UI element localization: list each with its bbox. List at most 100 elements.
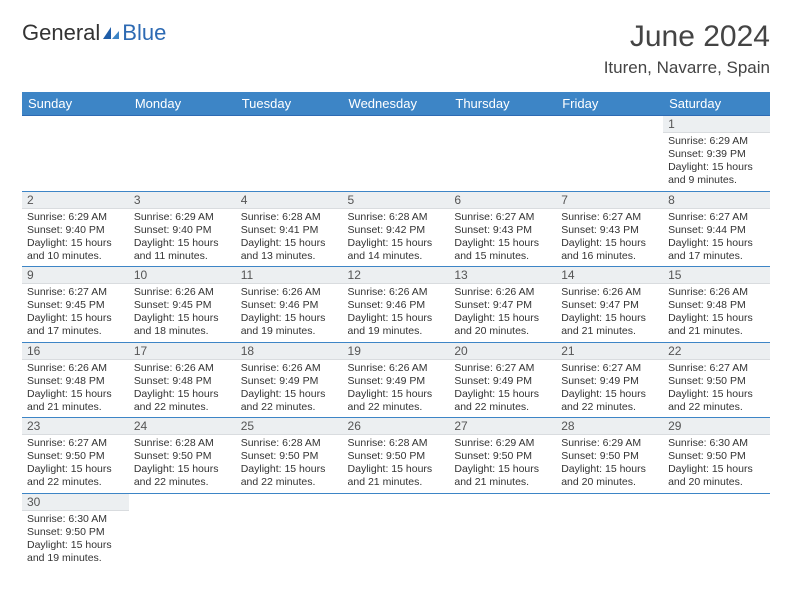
day-info: Sunrise: 6:30 AMSunset: 9:50 PMDaylight:… bbox=[22, 511, 129, 569]
day-info-line: Daylight: 15 hours bbox=[27, 237, 124, 250]
calendar-cell: 28Sunrise: 6:29 AMSunset: 9:50 PMDayligh… bbox=[556, 418, 663, 494]
day-info: Sunrise: 6:28 AMSunset: 9:42 PMDaylight:… bbox=[343, 209, 450, 267]
day-info: Sunrise: 6:29 AMSunset: 9:50 PMDaylight:… bbox=[449, 435, 556, 493]
day-number: 4 bbox=[236, 192, 343, 209]
day-info-line: and 22 minutes. bbox=[241, 401, 338, 414]
day-number: 11 bbox=[236, 267, 343, 284]
day-number: 3 bbox=[129, 192, 236, 209]
day-info-line: and 19 minutes. bbox=[348, 325, 445, 338]
day-number: 9 bbox=[22, 267, 129, 284]
day-number: 13 bbox=[449, 267, 556, 284]
day-number: 29 bbox=[663, 418, 770, 435]
day-info-line: Daylight: 15 hours bbox=[241, 312, 338, 325]
calendar-cell: 1Sunrise: 6:29 AMSunset: 9:39 PMDaylight… bbox=[663, 116, 770, 192]
day-number: 2 bbox=[22, 192, 129, 209]
day-number: 21 bbox=[556, 343, 663, 360]
day-info-line: Sunrise: 6:28 AM bbox=[134, 437, 231, 450]
day-info-line: and 14 minutes. bbox=[348, 250, 445, 263]
day-number: 28 bbox=[556, 418, 663, 435]
day-info-line: Sunrise: 6:26 AM bbox=[348, 286, 445, 299]
day-info-line: Daylight: 15 hours bbox=[561, 388, 658, 401]
calendar-row: 9Sunrise: 6:27 AMSunset: 9:45 PMDaylight… bbox=[22, 267, 770, 343]
day-info: Sunrise: 6:30 AMSunset: 9:50 PMDaylight:… bbox=[663, 435, 770, 493]
day-info-line: Sunset: 9:42 PM bbox=[348, 224, 445, 237]
day-info-line: Daylight: 15 hours bbox=[668, 388, 765, 401]
day-info-line: Sunrise: 6:26 AM bbox=[27, 362, 124, 375]
day-info-line: Sunset: 9:50 PM bbox=[348, 450, 445, 463]
day-info-line: Sunrise: 6:29 AM bbox=[668, 135, 765, 148]
day-info-line: Daylight: 15 hours bbox=[134, 463, 231, 476]
day-info-line: Sunset: 9:41 PM bbox=[241, 224, 338, 237]
day-info-line: and 21 minutes. bbox=[348, 476, 445, 489]
day-info-line: Daylight: 15 hours bbox=[27, 388, 124, 401]
calendar-cell bbox=[663, 493, 770, 568]
calendar-table: SundayMondayTuesdayWednesdayThursdayFrid… bbox=[22, 92, 770, 568]
day-info-line: Daylight: 15 hours bbox=[27, 539, 124, 552]
day-number: 5 bbox=[343, 192, 450, 209]
day-info-line: Sunrise: 6:27 AM bbox=[561, 211, 658, 224]
calendar-cell: 8Sunrise: 6:27 AMSunset: 9:44 PMDaylight… bbox=[663, 191, 770, 267]
day-info-line: Daylight: 15 hours bbox=[241, 388, 338, 401]
day-info-line: Daylight: 15 hours bbox=[454, 388, 551, 401]
day-info-line: Sunrise: 6:27 AM bbox=[454, 211, 551, 224]
day-info: Sunrise: 6:28 AMSunset: 9:50 PMDaylight:… bbox=[343, 435, 450, 493]
calendar-cell: 7Sunrise: 6:27 AMSunset: 9:43 PMDaylight… bbox=[556, 191, 663, 267]
calendar-cell: 17Sunrise: 6:26 AMSunset: 9:48 PMDayligh… bbox=[129, 342, 236, 418]
day-info-line: Sunrise: 6:30 AM bbox=[27, 513, 124, 526]
day-info-line: Sunrise: 6:29 AM bbox=[561, 437, 658, 450]
day-info: Sunrise: 6:27 AMSunset: 9:43 PMDaylight:… bbox=[449, 209, 556, 267]
day-info-line: and 22 minutes. bbox=[134, 476, 231, 489]
calendar-cell: 11Sunrise: 6:26 AMSunset: 9:46 PMDayligh… bbox=[236, 267, 343, 343]
day-info-line: Sunset: 9:50 PM bbox=[134, 450, 231, 463]
day-info-line: Sunrise: 6:26 AM bbox=[561, 286, 658, 299]
calendar-cell bbox=[129, 116, 236, 192]
calendar-cell: 12Sunrise: 6:26 AMSunset: 9:46 PMDayligh… bbox=[343, 267, 450, 343]
day-number: 14 bbox=[556, 267, 663, 284]
day-number: 26 bbox=[343, 418, 450, 435]
day-info-line: Sunset: 9:48 PM bbox=[27, 375, 124, 388]
calendar-cell: 14Sunrise: 6:26 AMSunset: 9:47 PMDayligh… bbox=[556, 267, 663, 343]
day-info-line: and 19 minutes. bbox=[241, 325, 338, 338]
day-info-line: Daylight: 15 hours bbox=[134, 237, 231, 250]
day-info-line: Sunrise: 6:26 AM bbox=[348, 362, 445, 375]
day-number: 19 bbox=[343, 343, 450, 360]
day-info: Sunrise: 6:26 AMSunset: 9:46 PMDaylight:… bbox=[236, 284, 343, 342]
day-info-line: Sunset: 9:43 PM bbox=[454, 224, 551, 237]
day-info-line: and 18 minutes. bbox=[134, 325, 231, 338]
day-info-line: and 10 minutes. bbox=[27, 250, 124, 263]
calendar-cell bbox=[343, 493, 450, 568]
day-info-line: Daylight: 15 hours bbox=[348, 237, 445, 250]
calendar-row: 23Sunrise: 6:27 AMSunset: 9:50 PMDayligh… bbox=[22, 418, 770, 494]
calendar-row: 1Sunrise: 6:29 AMSunset: 9:39 PMDaylight… bbox=[22, 116, 770, 192]
calendar-cell bbox=[343, 116, 450, 192]
day-number: 16 bbox=[22, 343, 129, 360]
weekday-header: Saturday bbox=[663, 92, 770, 116]
day-number: 24 bbox=[129, 418, 236, 435]
day-info: Sunrise: 6:28 AMSunset: 9:50 PMDaylight:… bbox=[236, 435, 343, 493]
calendar-cell bbox=[236, 493, 343, 568]
day-info: Sunrise: 6:29 AMSunset: 9:40 PMDaylight:… bbox=[22, 209, 129, 267]
day-info-line: Sunrise: 6:27 AM bbox=[454, 362, 551, 375]
calendar-cell bbox=[129, 493, 236, 568]
day-info-line: Sunrise: 6:28 AM bbox=[241, 437, 338, 450]
day-info-line: Sunrise: 6:27 AM bbox=[668, 211, 765, 224]
calendar-cell: 3Sunrise: 6:29 AMSunset: 9:40 PMDaylight… bbox=[129, 191, 236, 267]
day-info-line: Daylight: 15 hours bbox=[561, 463, 658, 476]
calendar-cell bbox=[22, 116, 129, 192]
day-info-line: Sunset: 9:49 PM bbox=[454, 375, 551, 388]
weekday-header: Wednesday bbox=[343, 92, 450, 116]
day-number: 10 bbox=[129, 267, 236, 284]
day-info-line: Sunset: 9:50 PM bbox=[668, 375, 765, 388]
calendar-cell: 15Sunrise: 6:26 AMSunset: 9:48 PMDayligh… bbox=[663, 267, 770, 343]
calendar-cell bbox=[236, 116, 343, 192]
day-info-line: and 20 minutes. bbox=[668, 476, 765, 489]
day-info-line: Sunrise: 6:28 AM bbox=[348, 437, 445, 450]
calendar-cell: 20Sunrise: 6:27 AMSunset: 9:49 PMDayligh… bbox=[449, 342, 556, 418]
weekday-header: Monday bbox=[129, 92, 236, 116]
day-info-line: Sunrise: 6:26 AM bbox=[134, 286, 231, 299]
day-info-line: Daylight: 15 hours bbox=[454, 237, 551, 250]
day-info-line: Sunrise: 6:29 AM bbox=[27, 211, 124, 224]
calendar-cell: 9Sunrise: 6:27 AMSunset: 9:45 PMDaylight… bbox=[22, 267, 129, 343]
day-info-line: Daylight: 15 hours bbox=[561, 237, 658, 250]
calendar-body: 1Sunrise: 6:29 AMSunset: 9:39 PMDaylight… bbox=[22, 116, 770, 569]
